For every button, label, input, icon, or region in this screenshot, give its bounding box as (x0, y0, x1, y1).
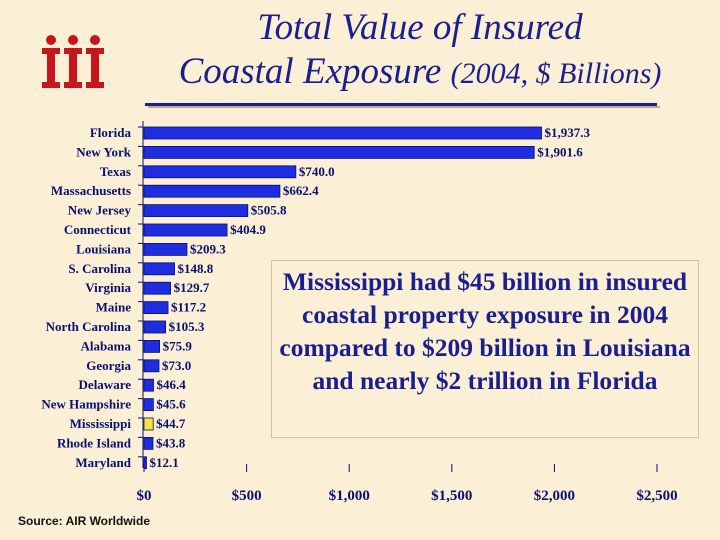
bar (143, 378, 154, 392)
data-label: $105.3 (169, 319, 205, 334)
bar (143, 145, 535, 159)
annotation-text: Mississippi had $45 billion in insured c… (279, 267, 691, 395)
bar (143, 223, 228, 237)
category-label: Georgia (86, 358, 131, 373)
data-label: $75.9 (163, 338, 193, 353)
bar (143, 320, 167, 334)
data-label: $148.8 (178, 261, 214, 276)
data-label: $117.2 (171, 300, 206, 315)
bar (143, 436, 154, 450)
bar (143, 184, 281, 198)
category-label: Delaware (79, 377, 132, 392)
bar (143, 398, 154, 412)
data-label: $1,937.3 (545, 125, 591, 140)
data-label: $740.0 (299, 164, 335, 179)
data-label: $662.4 (283, 183, 319, 198)
bar-highlighted (143, 417, 154, 431)
data-label: $1,901.6 (537, 144, 583, 159)
category-label: Mississippi (70, 416, 132, 431)
title-line-2-sub: (2004, $ Billions) (450, 57, 662, 90)
category-label: Rhode Island (57, 435, 132, 450)
bar (143, 359, 160, 373)
x-tick-label: $2,000 (534, 488, 575, 504)
category-label: New York (76, 144, 132, 159)
category-label: S. Carolina (68, 261, 131, 276)
title-line-1: Total Value of Insured (257, 7, 583, 48)
bar (143, 165, 297, 179)
x-tick-label: $2,500 (636, 488, 677, 504)
category-label: Louisiana (76, 241, 131, 256)
category-label: New Jersey (68, 203, 132, 218)
category-label: Texas (100, 164, 131, 179)
title-line-2-main: Coastal Exposure (178, 51, 442, 92)
bar (143, 281, 172, 295)
data-label: $12.1 (149, 455, 178, 470)
bar (143, 204, 249, 218)
source-note: Source: AIR Worldwide (18, 514, 151, 528)
data-label: $45.6 (156, 397, 186, 412)
data-label: $43.8 (156, 435, 186, 450)
bar (143, 456, 147, 470)
bar (143, 262, 175, 276)
x-tick-label: $500 (232, 488, 262, 504)
iii-logo-icon (42, 35, 104, 88)
data-label: $44.7 (156, 416, 186, 431)
bar (143, 242, 188, 256)
x-tick-label: $1,500 (431, 488, 472, 504)
data-label: $404.9 (230, 222, 266, 237)
bar (143, 301, 169, 315)
category-label: Florida (90, 125, 132, 140)
data-label: $46.4 (157, 377, 187, 392)
x-tick-label: $0 (137, 488, 152, 504)
category-label: Virginia (85, 280, 131, 295)
title-rule-shadow (148, 106, 660, 108)
category-label: Maine (96, 300, 132, 315)
category-label: Massachusetts (51, 183, 131, 198)
data-label: $505.8 (251, 203, 287, 218)
data-label: $129.7 (174, 280, 210, 295)
title-line-2: Coastal Exposure (2004, $ Billions) (130, 50, 710, 96)
category-label: New Hampshire (41, 397, 131, 412)
title-rule (145, 103, 657, 106)
category-label: Connecticut (64, 222, 132, 237)
data-label: $73.0 (162, 358, 191, 373)
bar (143, 339, 160, 353)
x-tick-label: $1,000 (329, 488, 370, 504)
category-label: Maryland (75, 455, 131, 470)
bar (143, 126, 542, 140)
category-label: Alabama (80, 338, 131, 353)
data-label: $209.3 (190, 241, 226, 256)
page-title: Total Value of Insured Coastal Exposure … (130, 6, 710, 96)
category-label: North Carolina (46, 319, 132, 334)
annotation-box: Mississippi had $45 billion in insured c… (271, 260, 699, 438)
